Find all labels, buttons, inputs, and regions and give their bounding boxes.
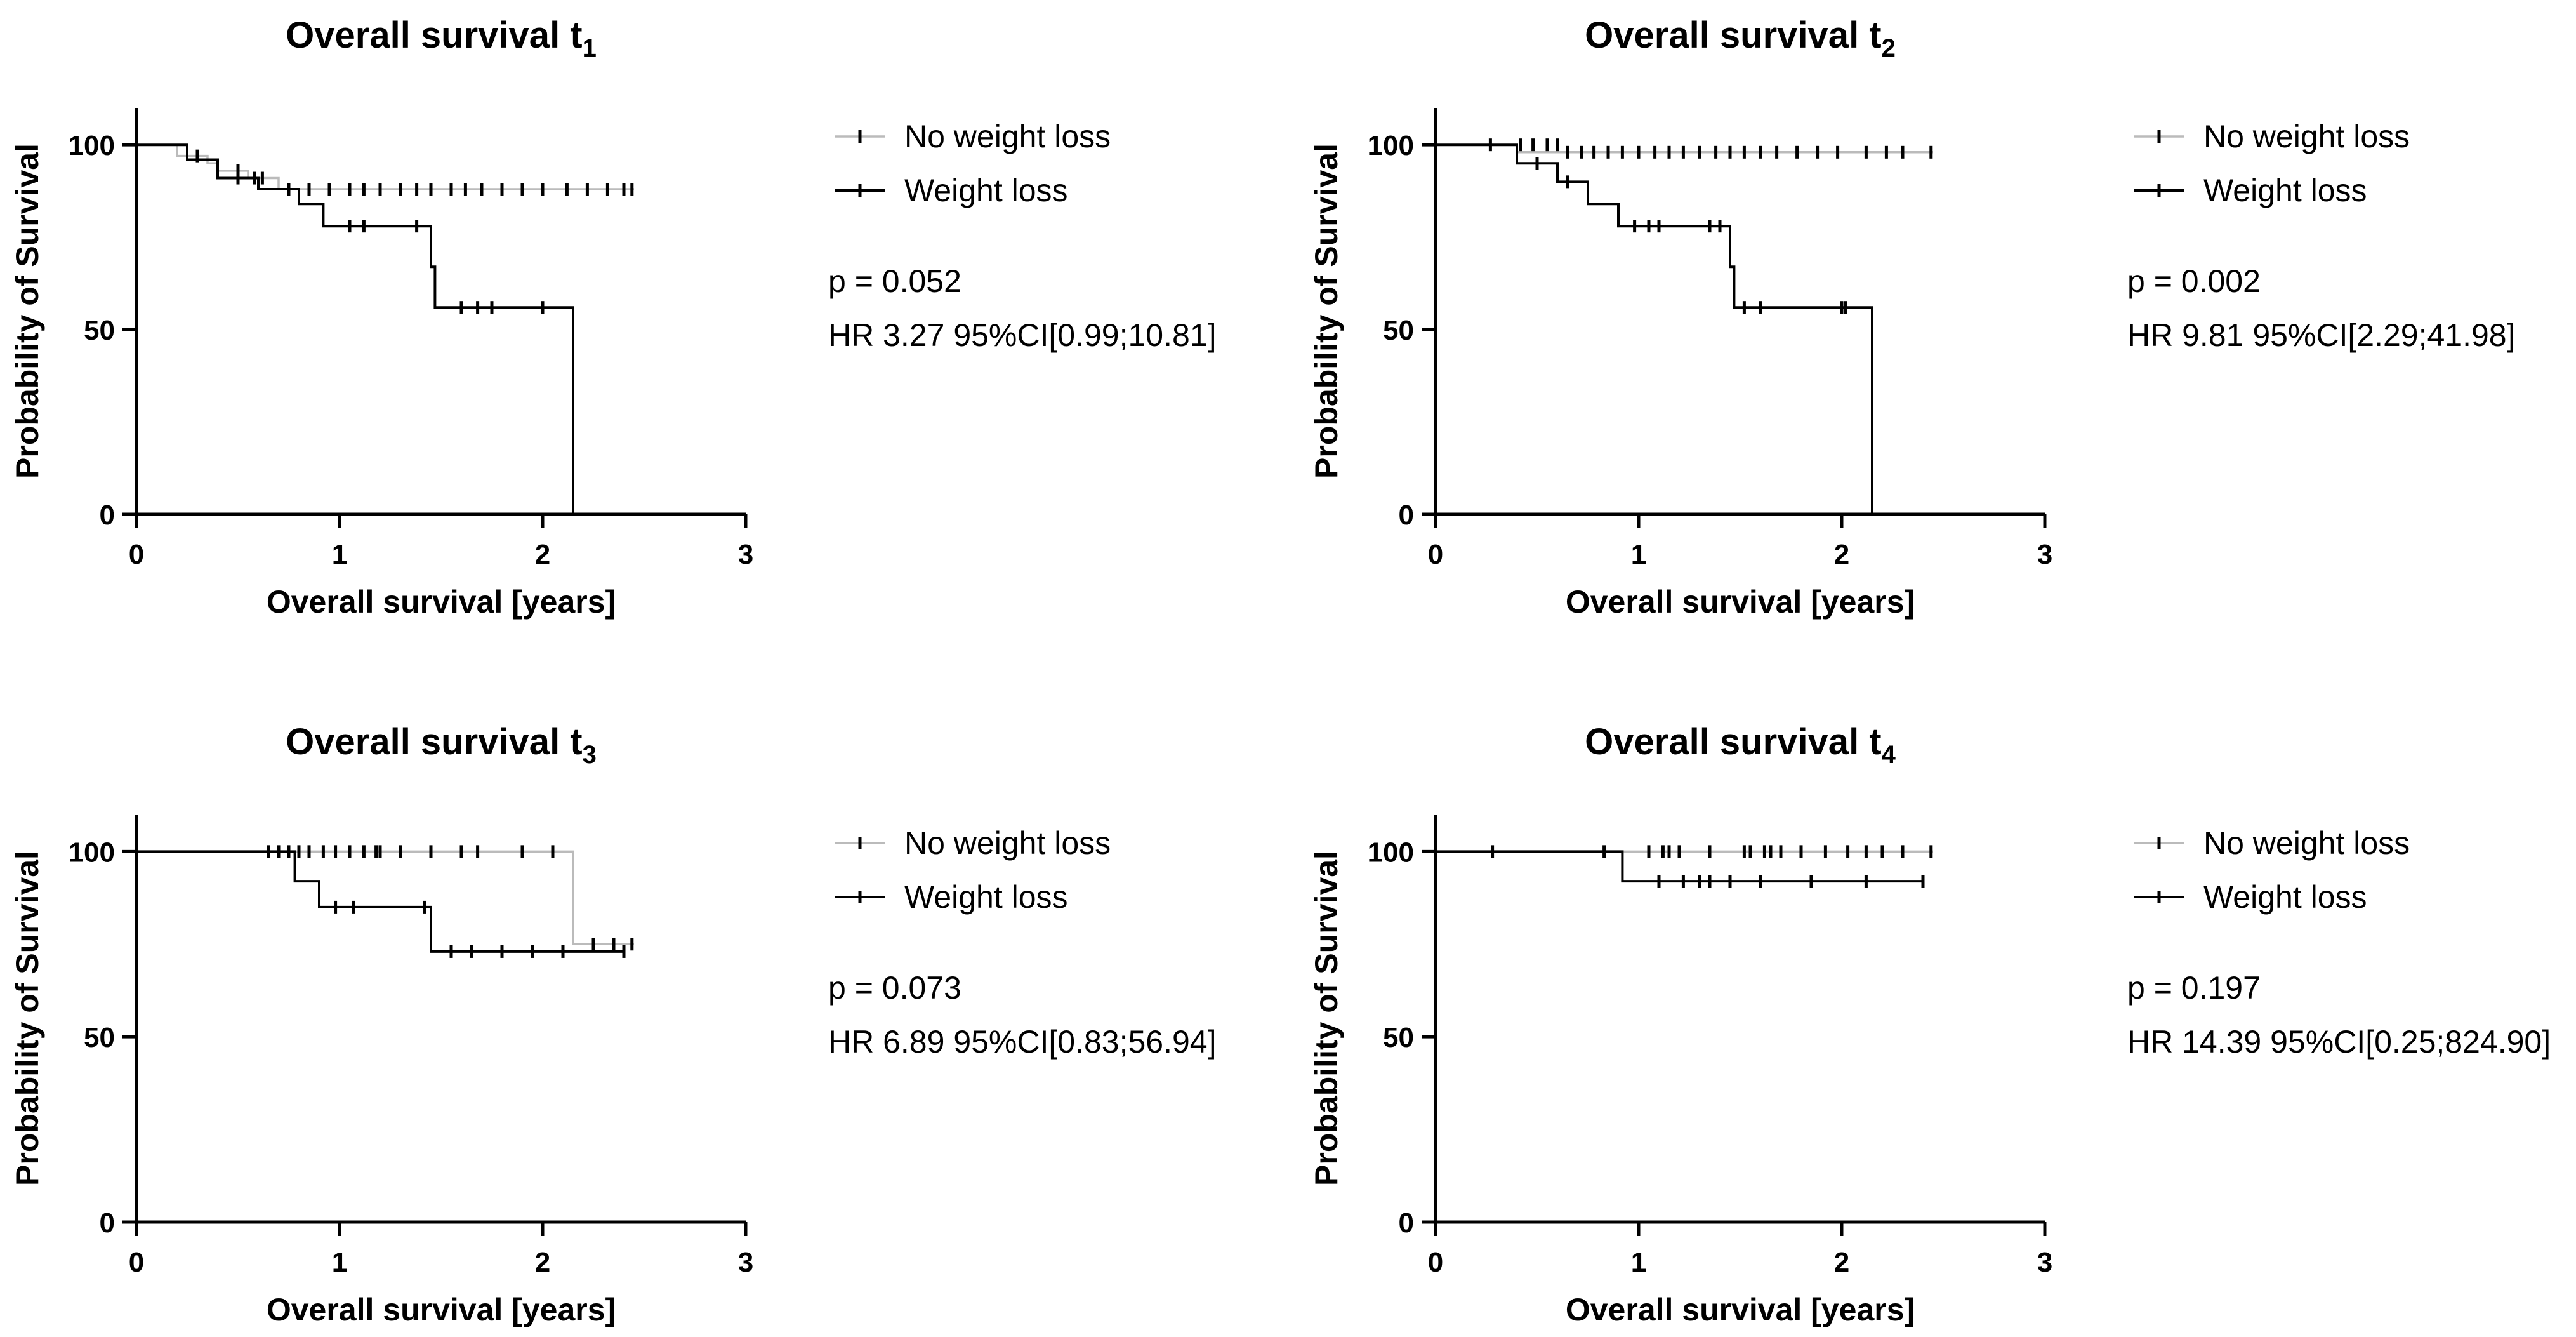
weight-loss-curve — [1436, 850, 1923, 883]
x-tick-label: 0 — [129, 1247, 144, 1278]
x-axis-label: Overall survival [years] — [1566, 584, 1915, 620]
hazard-ratio: HR 3.27 95%CI[0.99;10.81] — [828, 317, 1217, 353]
legend-label: No weight loss — [2203, 825, 2410, 861]
no-weight-loss-curve — [136, 143, 634, 190]
y-tick-label: 0 — [100, 1207, 115, 1239]
no-weight-loss-curve — [136, 850, 634, 946]
y-tick-label: 100 — [69, 130, 115, 161]
y-axis-label: Probability of Survival — [10, 851, 45, 1186]
y-axis-label: Probability of Survival — [10, 143, 45, 479]
weight-loss-curve — [136, 850, 624, 953]
y-axis-label: Probability of Survival — [1309, 143, 1344, 479]
x-tick-label: 1 — [1631, 1247, 1646, 1278]
x-tick-label: 0 — [1428, 1247, 1443, 1278]
km-panel-2: Overall survival t2 0 1 2 3 0 50 100 Overall sur… — [1309, 15, 2516, 620]
x-tick-label: 3 — [2037, 539, 2052, 570]
y-tick-label: 0 — [1399, 1207, 1414, 1239]
x-tick-label: 1 — [1631, 539, 1646, 570]
y-tick-label: 100 — [1368, 837, 1414, 868]
y-tick-label: 0 — [1399, 500, 1414, 531]
chart-title: Overall survival t1 — [286, 15, 597, 62]
p-value: p = 0.073 — [828, 970, 961, 1006]
x-axis-label: Overall survival [years] — [267, 584, 616, 620]
hazard-ratio: HR 14.39 95%CI[0.25;824.90] — [2127, 1024, 2551, 1060]
y-tick-label: 100 — [1368, 130, 1414, 161]
legend-label: Weight loss — [904, 173, 1068, 208]
p-value: p = 0.002 — [2127, 263, 2261, 299]
chart-title: Overall survival t4 — [1585, 721, 1896, 769]
x-tick-label: 0 — [1428, 539, 1443, 570]
legend-label: Weight loss — [2203, 173, 2367, 208]
chart-title: Overall survival t3 — [286, 721, 597, 769]
legend-label: Weight loss — [2203, 879, 2367, 915]
y-tick-label: 50 — [84, 315, 115, 346]
x-tick-label: 1 — [332, 539, 347, 570]
km-panel-1: Overall survival t1 0 1 2 3 0 50 100 Overall sur… — [10, 15, 1217, 620]
x-tick-label: 3 — [738, 1247, 753, 1278]
y-tick-label: 100 — [69, 837, 115, 868]
legend-label: No weight loss — [2203, 119, 2410, 154]
x-tick-label: 0 — [129, 539, 144, 570]
km-panel-3: Overall survival t3 0 1 2 3 0 50 100 Overall sur… — [10, 721, 1217, 1327]
y-tick-label: 50 — [1383, 315, 1414, 346]
hazard-ratio: HR 6.89 95%CI[0.83;56.94] — [828, 1024, 1217, 1060]
x-axis-label: Overall survival [years] — [1566, 1292, 1915, 1327]
legend-label: No weight loss — [904, 825, 1111, 861]
legend-label: Weight loss — [904, 879, 1068, 915]
x-tick-label: 1 — [332, 1247, 347, 1278]
weight-loss-curve — [136, 143, 574, 514]
x-tick-label: 2 — [535, 1247, 550, 1278]
x-tick-label: 2 — [1834, 1247, 1849, 1278]
x-tick-label: 2 — [535, 539, 550, 570]
y-tick-label: 50 — [84, 1022, 115, 1053]
p-value: p = 0.052 — [828, 263, 961, 299]
hazard-ratio: HR 9.81 95%CI[2.29;41.98] — [2127, 317, 2516, 353]
legend-label: No weight loss — [904, 119, 1111, 154]
y-tick-label: 0 — [100, 500, 115, 531]
y-axis-label: Probability of Survival — [1309, 851, 1344, 1186]
p-value: p = 0.197 — [2127, 970, 2261, 1006]
x-axis-label: Overall survival [years] — [267, 1292, 616, 1327]
chart-title: Overall survival t2 — [1585, 15, 1896, 62]
km-panel-4: Overall survival t4 0 1 2 3 0 50 100 Overall sur… — [1309, 721, 2551, 1327]
x-tick-label: 2 — [1834, 539, 1849, 570]
x-tick-label: 3 — [738, 539, 753, 570]
y-tick-label: 50 — [1383, 1022, 1414, 1053]
x-tick-label: 3 — [2037, 1247, 2052, 1278]
weight-loss-curve — [1436, 143, 1873, 514]
